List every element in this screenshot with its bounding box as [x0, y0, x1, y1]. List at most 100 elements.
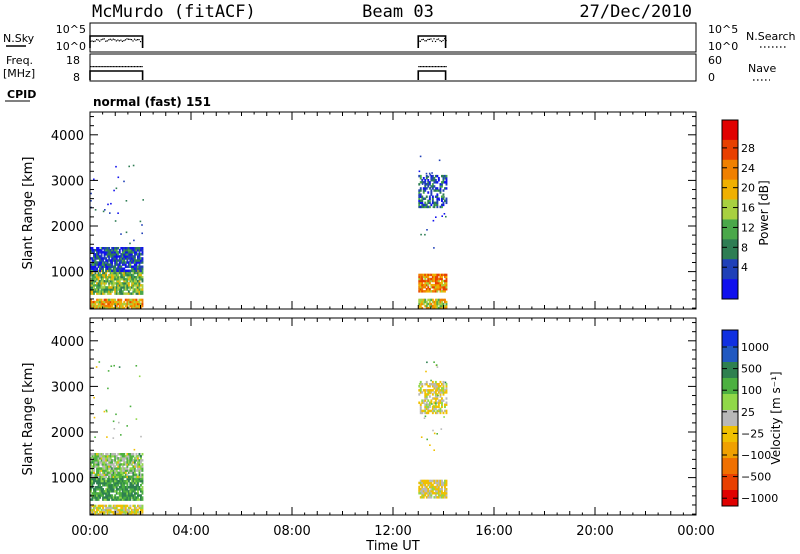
heatmap-cell	[94, 436, 96, 438]
heatmap-cell	[445, 489, 448, 493]
heatmap-cell	[97, 251, 100, 254]
heatmap-cell	[120, 492, 123, 495]
nsky-tick-top: 10^5	[56, 23, 86, 36]
heatmap-cell	[106, 292, 109, 295]
heatmap-cell	[135, 251, 138, 254]
heatmap-cell	[432, 206, 435, 208]
heatmap-cell	[126, 498, 129, 501]
heatmap-cell	[105, 251, 108, 254]
heatmap-cell	[445, 479, 448, 483]
heatmap-cell	[90, 298, 92, 302]
heatmap-cell	[133, 492, 136, 495]
heatmap-cell	[96, 494, 99, 497]
heatmap-cell	[113, 428, 116, 430]
heatmap-cell	[132, 300, 135, 304]
heatmap-cell	[132, 247, 135, 250]
heatmap-cell	[115, 275, 118, 279]
heatmap-cell	[432, 429, 434, 432]
heatmap-cell	[429, 187, 432, 189]
heatmap-cell	[441, 479, 443, 483]
heatmap-cell	[441, 183, 443, 186]
heatmap-cell	[109, 506, 112, 510]
heatmap-cell	[422, 286, 425, 289]
heatmap-cell	[117, 481, 120, 485]
heatmap-cell	[437, 487, 440, 491]
heatmap-cell	[445, 389, 448, 392]
heatmap-cell	[93, 273, 95, 277]
heatmap-cell	[133, 253, 136, 256]
heatmap-cell	[437, 189, 440, 192]
heatmap-cell	[436, 481, 439, 485]
heatmap-cell	[132, 251, 135, 254]
heatmap-cell	[439, 410, 441, 413]
heatmap-cell	[96, 251, 99, 254]
heatmap-cell	[439, 401, 442, 404]
heatmap-cell	[132, 467, 135, 470]
heatmap-cell	[93, 469, 95, 472]
heatmap-cell	[442, 481, 445, 485]
heatmap-cell	[428, 172, 431, 175]
heatmap-cell	[441, 409, 443, 413]
heatmap-cell	[115, 512, 118, 516]
heatmap-cell	[124, 253, 127, 256]
heatmap-cell	[93, 278, 95, 281]
heatmap-cell	[436, 300, 439, 304]
heatmap-cell	[120, 475, 123, 479]
heatmap-cell	[121, 492, 124, 495]
heatmap-cell	[421, 290, 424, 293]
heatmap-cell	[102, 484, 105, 487]
heatmap-cell	[108, 259, 111, 262]
heatmap-cell	[93, 290, 95, 293]
heatmap-cell	[120, 273, 123, 277]
heatmap-cell	[445, 306, 448, 310]
heatmap-cell	[120, 484, 123, 487]
heatmap-cell	[140, 290, 142, 293]
heatmap-cell	[437, 306, 440, 310]
heatmap-cell	[135, 506, 138, 510]
heatmap-cell	[418, 199, 421, 203]
heatmap-cell	[120, 508, 123, 512]
heatmap-cell	[120, 259, 123, 262]
colorbar-band	[722, 199, 738, 220]
heatmap-cell	[105, 494, 108, 497]
heatmap-cell	[112, 284, 115, 287]
heatmap-cell	[91, 249, 94, 252]
heatmap-cell	[112, 420, 115, 423]
heatmap-cell	[91, 473, 94, 476]
heatmap-cell	[133, 249, 136, 252]
heatmap-cell	[130, 475, 133, 479]
heatmap-cell	[96, 257, 99, 260]
heatmap-cell	[137, 300, 139, 304]
trace-point	[436, 66, 438, 68]
heatmap-cell	[428, 489, 431, 493]
heatmap-cell	[130, 251, 133, 254]
heatmap-cell	[433, 302, 436, 306]
heatmap-cell	[97, 257, 100, 260]
heatmap-cell	[129, 498, 132, 501]
heatmap-cell	[99, 453, 102, 456]
heatmap-cell	[431, 273, 434, 277]
heatmap-cell	[445, 483, 448, 487]
heatmap-cell	[120, 498, 123, 501]
heatmap-cell	[109, 477, 112, 481]
heatmap-cell	[103, 490, 106, 493]
heatmap-cell	[129, 459, 132, 462]
heatmap-cell	[112, 271, 115, 275]
heatmap-cell	[102, 247, 105, 250]
heatmap-cell	[418, 401, 421, 404]
heatmap-cell	[91, 496, 94, 499]
nave-label: Nave	[748, 62, 776, 75]
heatmap-cell	[133, 465, 136, 468]
heatmap-cell	[123, 494, 126, 497]
power-y-axis-label: Slant Range [km]	[21, 157, 36, 270]
heatmap-cell	[421, 201, 424, 205]
heatmap-cell	[102, 459, 105, 462]
heatmap-cell	[93, 302, 95, 306]
heatmap-cell	[422, 479, 425, 483]
heatmap-cell	[109, 457, 112, 460]
heatmap-cell	[421, 281, 424, 285]
heatmap-cell	[109, 510, 112, 514]
heatmap-cell	[129, 263, 132, 266]
heatmap-cell	[126, 510, 129, 514]
